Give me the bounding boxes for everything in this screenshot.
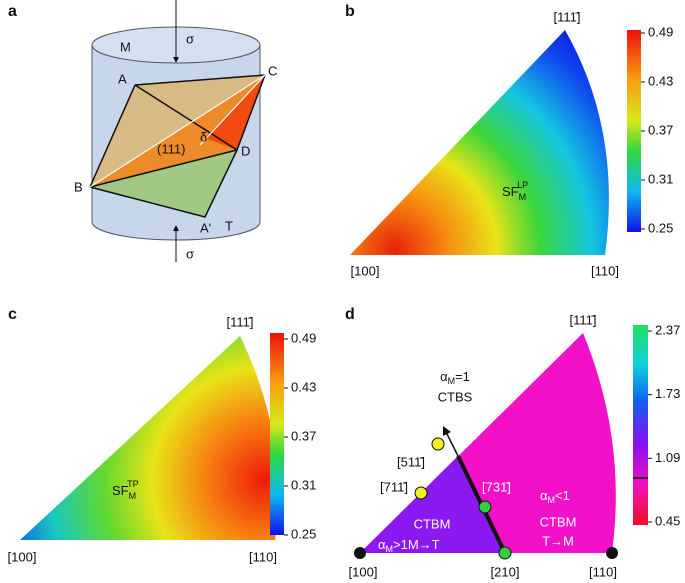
label: SFMTP — [112, 479, 139, 501]
panel-label: a — [8, 3, 17, 20]
label: D — [241, 143, 250, 158]
arrow — [442, 425, 459, 457]
point — [478, 500, 492, 514]
label: αM>1M→T — [378, 537, 440, 554]
panel-b: b [111̄] [100] [110] SFMLP — [345, 3, 641, 278]
label: [111̄] — [554, 9, 581, 24]
colorbar-tick-label: 2.37 — [655, 322, 680, 337]
label: T→M — [542, 533, 574, 548]
plane — [90, 150, 237, 217]
panel-label: b — [345, 3, 355, 20]
label: [110] — [249, 549, 277, 564]
label: [711̄] — [380, 479, 408, 494]
label: [100] — [8, 549, 37, 564]
colorbar-tick-label: 0.31 — [291, 477, 316, 492]
point — [498, 546, 512, 560]
label: A' — [200, 220, 211, 235]
edges — [89, 74, 266, 188]
label: [511̄] — [397, 454, 425, 469]
colorbar-tick-label: 0.37 — [291, 428, 316, 443]
colorbar-tick-label: 1.73 — [655, 386, 680, 401]
label: C — [268, 63, 277, 78]
panel-label: d — [345, 306, 355, 323]
label: αM<1 — [540, 488, 570, 505]
label: B — [74, 179, 83, 194]
panel-c: c [111̄] [100] [110] SFMTP — [8, 306, 284, 564]
colorbar-tick-label: 0.49 — [648, 24, 673, 39]
label: [110] — [591, 263, 619, 278]
label: [210] — [491, 564, 520, 579]
label: A — [118, 71, 127, 86]
colorbar-tick-label: 0.43 — [291, 379, 316, 394]
colorbar — [627, 30, 641, 232]
label: CTBM — [540, 514, 577, 529]
colorbar-tick-label: 0.45 — [655, 513, 680, 528]
label: CTBM — [414, 516, 451, 531]
colorbar — [633, 325, 648, 525]
panel-label: c — [8, 306, 17, 323]
colorbar-tick-label: 1.09 — [655, 450, 680, 465]
point — [606, 547, 618, 559]
label: [111̄] — [227, 314, 254, 329]
label: T — [225, 218, 233, 233]
label: [110] — [589, 564, 617, 579]
colorbar-tick-label: 0.25 — [648, 220, 673, 235]
label: σ — [186, 246, 194, 261]
panel-d: d [111̄] [100] [210] [110] αM=1 CTBS [51… — [345, 306, 648, 579]
point — [354, 547, 366, 559]
plane — [205, 75, 265, 150]
label: [731̄] — [482, 479, 511, 494]
colorbar-tick-label: 0.43 — [648, 73, 673, 88]
colorbar-tick-label: 0.49 — [291, 330, 316, 345]
label: M — [120, 39, 131, 54]
colorbar — [270, 333, 284, 535]
point — [431, 437, 445, 451]
point — [414, 486, 428, 500]
label: (111) — [157, 141, 185, 156]
label: SFMLP — [502, 180, 528, 202]
panel-a: a M σ σ T A C D B A' (111) δ — [8, 0, 277, 262]
label: δ — [200, 129, 207, 144]
triangle-map — [20, 336, 279, 540]
colorbar-tick-label: 0.25 — [291, 526, 316, 541]
edges — [89, 74, 266, 218]
label: CTBS — [438, 389, 473, 404]
label: [111̄] — [570, 312, 597, 327]
label: σ — [186, 31, 194, 46]
colorbar-tick-label: 0.31 — [648, 171, 673, 186]
label: [100] — [349, 564, 378, 579]
triangle-map — [350, 30, 609, 255]
label: [100] — [351, 263, 380, 278]
colorbar-tick-label: 0.37 — [648, 122, 673, 137]
label: αM=1 — [440, 369, 470, 386]
